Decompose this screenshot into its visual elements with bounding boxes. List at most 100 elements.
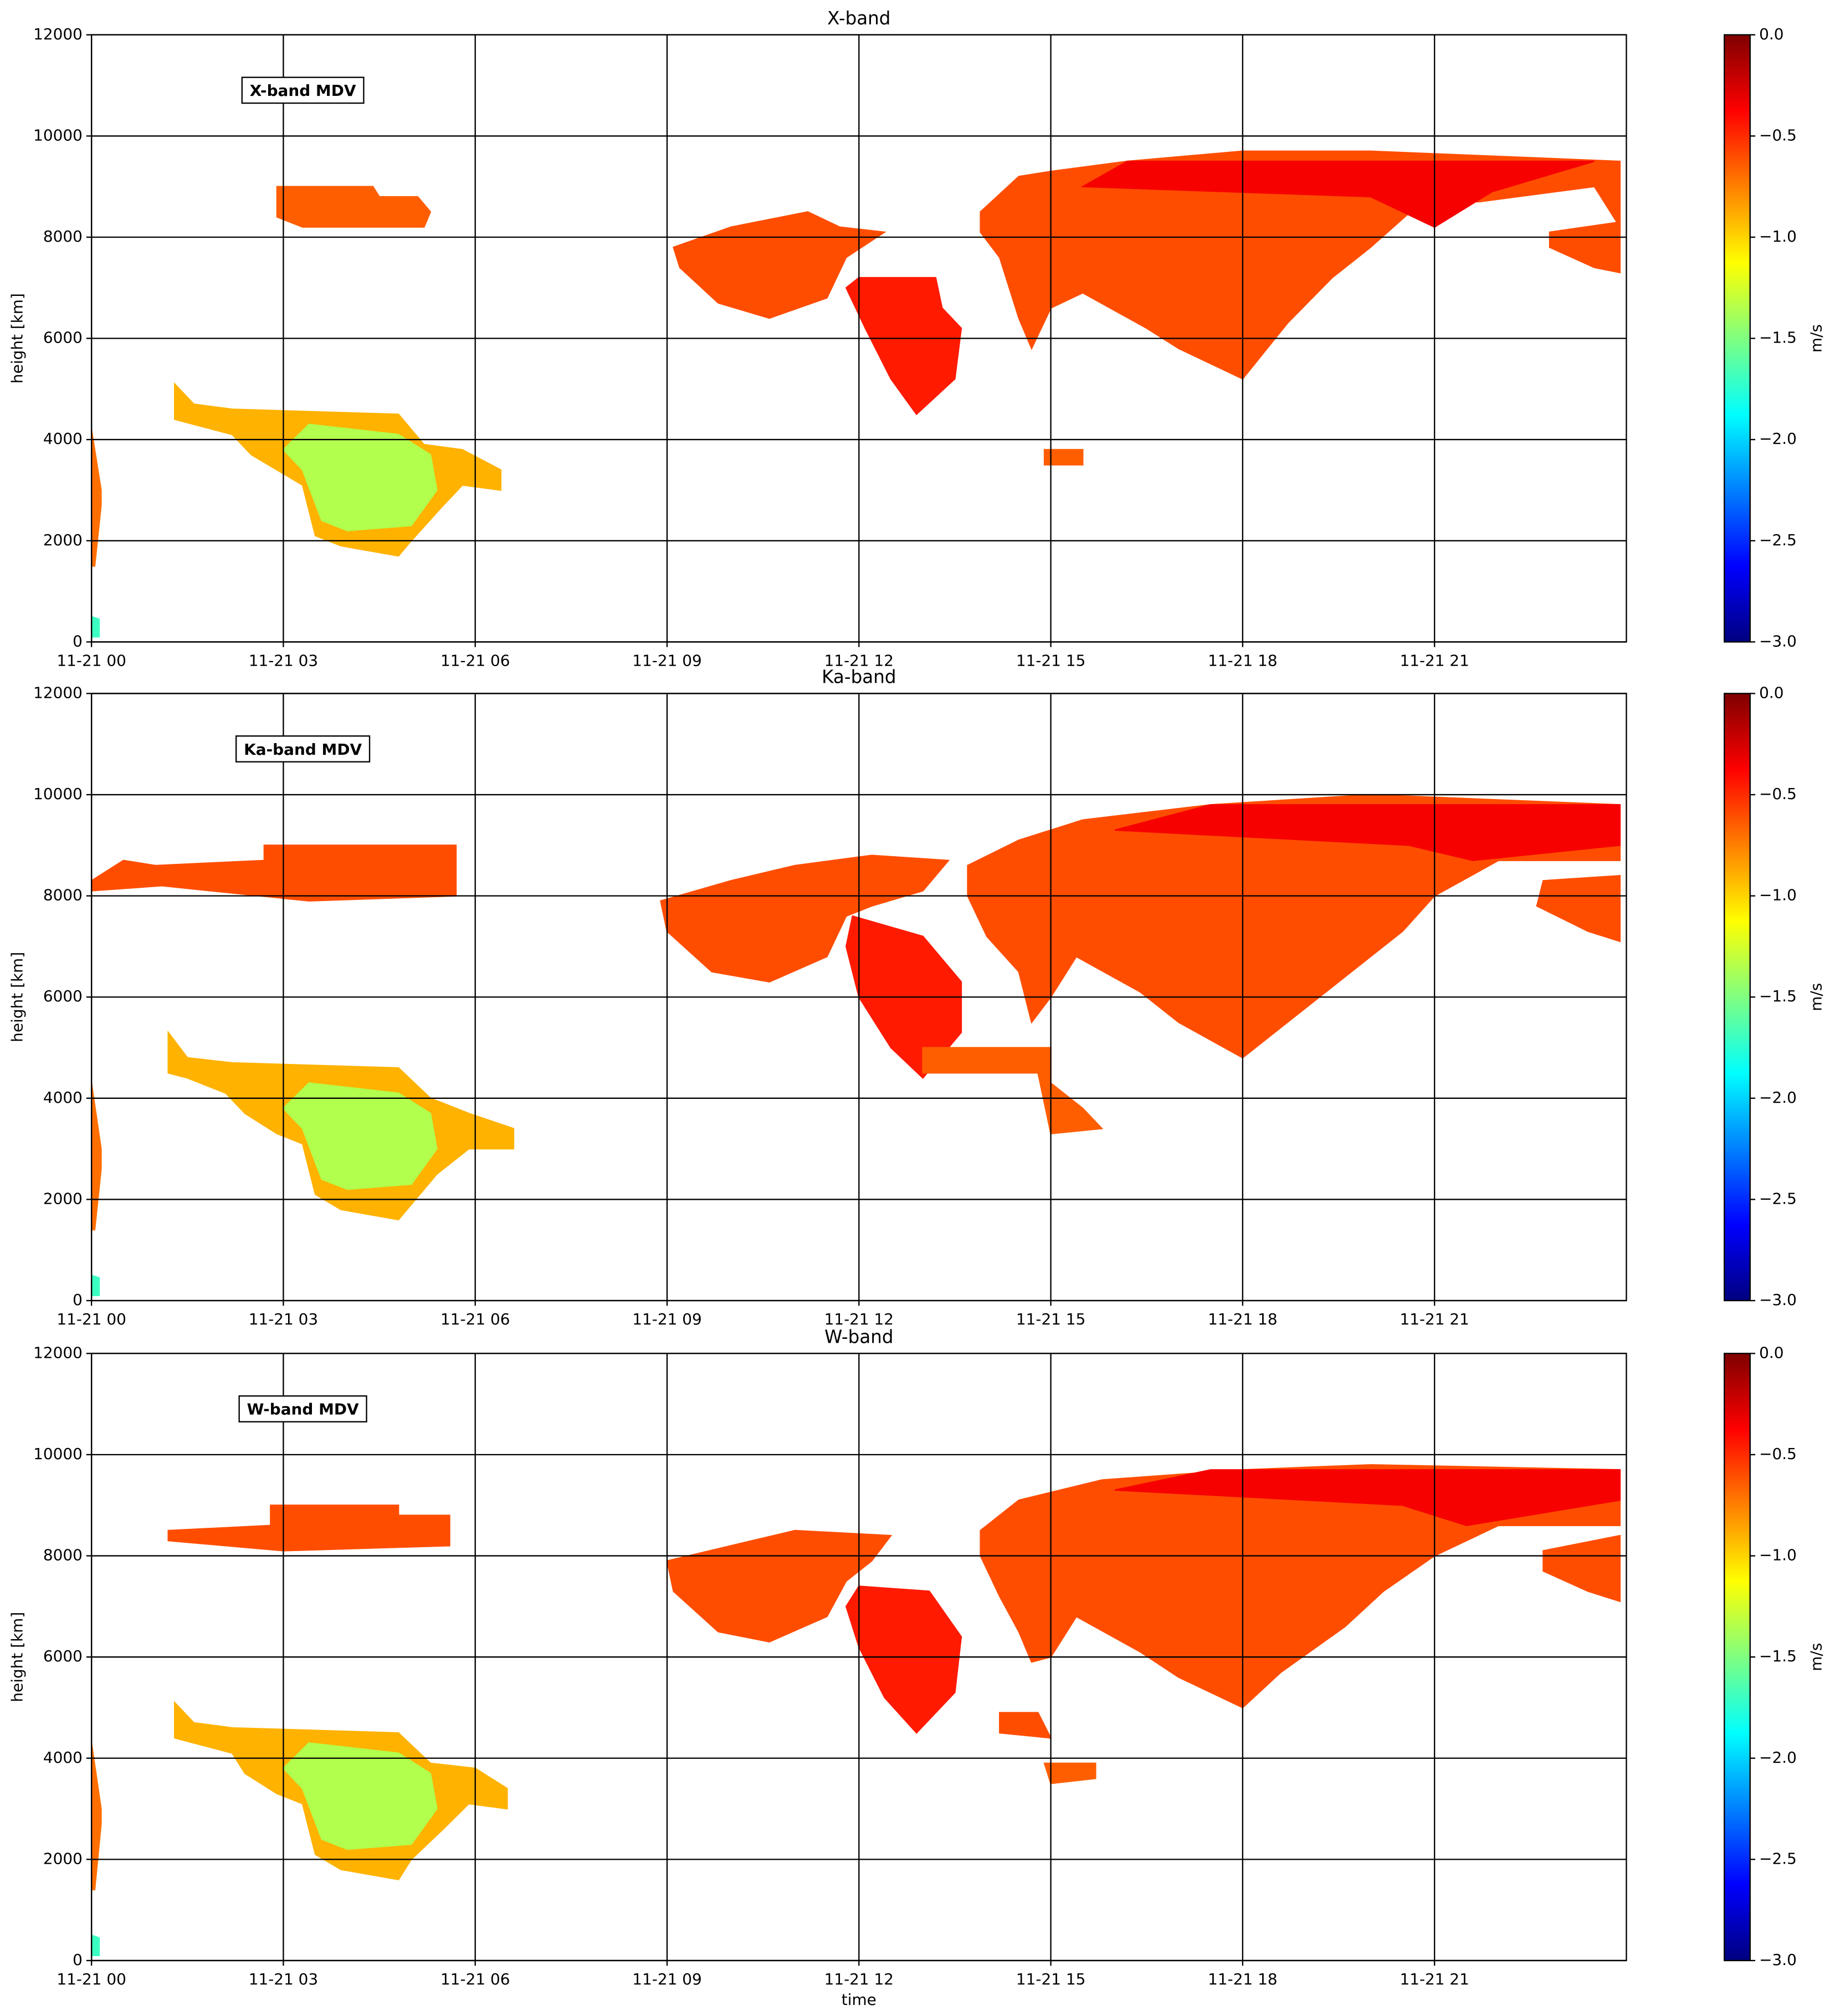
y-tick-label: 10000: [33, 785, 83, 803]
y-tick-label: 8000: [43, 227, 83, 245]
colorbar-tick-label: 0.0: [1759, 1343, 1783, 1362]
colorbar-tick-label: −0.5: [1759, 785, 1797, 803]
mdv-region: [1536, 874, 1621, 943]
x-tick-label: 11-21 09: [632, 1310, 701, 1328]
x-tick-label: 11-21 21: [1400, 651, 1469, 669]
mdv-region: [282, 1082, 438, 1190]
mdv-region: [845, 1585, 962, 1734]
mdv-region: [91, 1083, 102, 1231]
x-tick-label: 11-21 06: [440, 1970, 510, 1988]
colorbar-tick-label: −2.5: [1759, 1189, 1797, 1207]
mdv-region: [922, 1047, 1104, 1134]
colorbar-label: m/s: [1807, 1643, 1826, 1671]
annotation-box: [235, 735, 371, 763]
annotation-box: [241, 76, 365, 104]
y-tick-label: 2000: [43, 1189, 83, 1207]
x-tick-label: 11-21 09: [632, 1970, 701, 1988]
colorbar-tick-label: −0.5: [1759, 1445, 1797, 1463]
colorbar-tick-label: −2.5: [1759, 531, 1797, 549]
mdv-region: [1114, 1469, 1621, 1526]
x-tick-label: 11-21 12: [824, 1970, 894, 1988]
x-tick-label: 11-21 12: [824, 651, 894, 669]
colorbar: [1724, 34, 1751, 643]
mdv-region: [980, 1464, 1621, 1708]
y-tick-label: 10000: [33, 126, 83, 144]
colorbar-tick-label: −2.5: [1759, 1849, 1797, 1867]
annotation-box: [238, 1395, 367, 1423]
y-tick-label: 12000: [33, 1343, 83, 1362]
x-tick-label: 11-21 15: [1016, 1310, 1085, 1328]
y-axis-label: height [km]: [8, 1612, 27, 1702]
x-tick-label: 11-21 21: [1400, 1310, 1469, 1328]
x-tick-label: 11-21 21: [1400, 1970, 1469, 1988]
y-tick-label: 10000: [33, 1445, 83, 1463]
colorbar: [1724, 1353, 1751, 1962]
mdv-region: [282, 1742, 438, 1850]
y-tick-label: 4000: [43, 429, 83, 448]
y-tick-label: 2000: [43, 1849, 83, 1867]
colorbar-tick-label: −2.0: [1759, 1088, 1797, 1107]
y-axis-label: height [km]: [8, 293, 27, 383]
y-tick-label: 2000: [43, 531, 83, 549]
mdv-region: [660, 855, 950, 983]
chart-title: Ka-band: [822, 667, 896, 688]
mdv-region: [91, 429, 102, 567]
y-tick-label: 6000: [43, 1647, 83, 1665]
chart-title: W-band: [824, 1326, 894, 1347]
mdv-region: [91, 1935, 100, 1956]
annotation: Ka-band MDV: [244, 740, 362, 759]
colorbar-tick-label: −3.0: [1759, 1951, 1797, 1969]
x-tick-label: 11-21 15: [1016, 1970, 1085, 1988]
x-axis-label: time: [842, 1991, 876, 2009]
x-tick-label: 11-21 09: [632, 651, 701, 669]
y-tick-label: 0: [73, 1951, 83, 1969]
mdv-region: [1549, 221, 1621, 274]
x-tick-label: 11-21 00: [57, 1970, 126, 1988]
y-tick-label: 8000: [43, 1546, 83, 1564]
x-tick-label: 11-21 00: [57, 1310, 126, 1328]
colorbar-tick-label: 0.0: [1759, 25, 1783, 43]
colorbar-tick-label: −1.0: [1759, 886, 1797, 904]
colorbar-tick-label: −0.5: [1759, 126, 1797, 144]
colorbar-tick-label: −2.0: [1759, 1748, 1797, 1767]
mdv-region: [1043, 449, 1084, 466]
plot-area: [91, 150, 1621, 638]
y-tick-label: 4000: [43, 1088, 83, 1107]
y-tick-label: 6000: [43, 329, 83, 347]
mdv-region: [1542, 1534, 1621, 1603]
x-tick-label: 11-21 18: [1208, 1310, 1277, 1328]
axes-frame: [90, 1353, 1627, 1962]
mdv-region: [673, 211, 886, 319]
plot-area: [91, 794, 1621, 1297]
y-tick-label: 8000: [43, 886, 83, 904]
colorbar-tick-label: 0.0: [1759, 683, 1783, 702]
colorbar-tick-label: −2.0: [1759, 429, 1797, 448]
mdv-region: [1114, 804, 1621, 861]
mdv-region: [999, 1712, 1052, 1739]
y-tick-label: 12000: [33, 683, 83, 702]
colorbar-tick-label: −1.5: [1759, 1647, 1797, 1665]
x-tick-label: 11-21 18: [1208, 1970, 1277, 1988]
mdv-region: [666, 1529, 893, 1643]
x-tick-label: 11-21 00: [57, 651, 126, 669]
axes-frame: [90, 34, 1627, 643]
mdv-region: [980, 150, 1621, 380]
mdv-region: [845, 277, 962, 416]
colorbar-tick-label: −1.0: [1759, 227, 1797, 245]
mdv-region: [1043, 1762, 1096, 1784]
colorbar-tick-label: −1.5: [1759, 987, 1797, 1005]
x-tick-label: 11-21 12: [824, 1310, 894, 1328]
axes-frame: [90, 693, 1627, 1302]
colorbar-label: m/s: [1807, 983, 1826, 1011]
mdv-region: [91, 1743, 102, 1891]
colorbar-tick-label: −3.0: [1759, 1291, 1797, 1309]
x-tick-label: 11-21 03: [249, 1970, 318, 1988]
mdv-region: [91, 1275, 100, 1297]
mdv-region: [282, 423, 438, 531]
x-tick-label: 11-21 06: [440, 651, 510, 669]
mdv-region: [276, 186, 432, 228]
mdv-region: [91, 616, 100, 638]
y-tick-label: 4000: [43, 1748, 83, 1767]
chart-title: X-band: [827, 8, 890, 29]
